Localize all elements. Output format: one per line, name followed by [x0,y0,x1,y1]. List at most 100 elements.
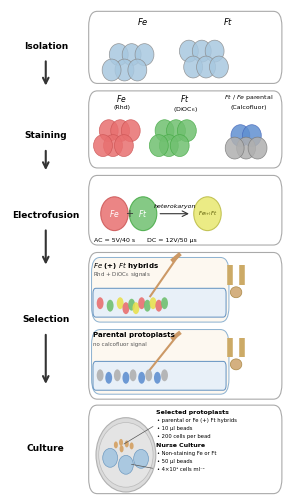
FancyBboxPatch shape [92,330,229,394]
Text: $\it{Ft}$: $\it{Ft}$ [138,208,148,219]
Circle shape [155,300,162,312]
Text: (Calcofluor): (Calcofluor) [231,105,267,110]
Ellipse shape [197,56,216,78]
Ellipse shape [121,120,140,142]
Ellipse shape [231,124,250,146]
Ellipse shape [118,456,133,474]
Circle shape [138,372,145,384]
Text: $\it{Fe}$ (+) $\it{Ft}$ hybrids: $\it{Fe}$ (+) $\it{Ft}$ hybrids [93,260,159,271]
FancyBboxPatch shape [89,176,282,245]
Ellipse shape [230,359,242,370]
Text: $\it{Ft}$: $\it{Ft}$ [223,16,233,28]
Ellipse shape [170,134,189,156]
Circle shape [154,372,161,384]
FancyBboxPatch shape [89,12,282,84]
Ellipse shape [237,137,255,159]
Ellipse shape [230,287,242,298]
Text: Parental protoplasts: Parental protoplasts [93,332,175,338]
Ellipse shape [109,44,128,66]
Ellipse shape [99,422,153,487]
Text: +: + [125,208,133,218]
FancyBboxPatch shape [92,258,229,322]
Circle shape [107,300,114,312]
Circle shape [138,297,145,309]
Ellipse shape [111,120,129,142]
Ellipse shape [155,120,174,142]
Circle shape [97,370,103,382]
Circle shape [129,442,134,450]
Ellipse shape [210,56,228,78]
Text: Staining: Staining [25,131,67,140]
Ellipse shape [179,40,198,62]
Ellipse shape [177,120,196,142]
Text: $\it{Fe}$: $\it{Fe}$ [137,16,149,28]
Circle shape [123,372,129,384]
Circle shape [132,302,139,314]
Text: Culture: Culture [27,444,65,454]
Ellipse shape [103,448,118,468]
FancyBboxPatch shape [89,252,282,399]
Text: • 200 cells per bead: • 200 cells per bead [158,434,211,439]
Circle shape [128,298,135,310]
Text: $\it{Fe}_{(+)}\it{Ft}$: $\it{Fe}_{(+)}\it{Ft}$ [198,210,217,218]
Ellipse shape [205,40,224,62]
Text: Nurse Culture: Nurse Culture [156,443,205,448]
Ellipse shape [96,418,156,492]
Ellipse shape [134,450,149,468]
Text: $\it{Ft}$ / $\it{Fe}$ parental: $\it{Ft}$ / $\it{Fe}$ parental [225,94,274,102]
Text: • 50 μl beads: • 50 μl beads [158,459,193,464]
FancyBboxPatch shape [89,91,282,168]
Text: Isolation: Isolation [24,42,68,50]
Ellipse shape [101,197,128,230]
Ellipse shape [160,134,178,156]
Ellipse shape [103,134,123,156]
Text: heterokaryon: heterokaryon [153,204,196,209]
Ellipse shape [184,56,203,78]
Ellipse shape [242,124,261,146]
Ellipse shape [166,120,186,142]
Circle shape [119,439,123,446]
Text: $\it{Ft}$: $\it{Ft}$ [181,94,190,104]
Ellipse shape [114,134,133,156]
Circle shape [145,370,152,382]
Circle shape [144,300,151,312]
Circle shape [161,370,168,382]
Ellipse shape [194,197,221,230]
Text: Selection: Selection [22,315,69,324]
Text: Rhd + DiOC$_6$ signals: Rhd + DiOC$_6$ signals [93,270,151,279]
Circle shape [161,297,168,309]
Ellipse shape [129,197,157,230]
Text: no calcofluor signal: no calcofluor signal [93,342,147,347]
Circle shape [97,297,103,309]
Circle shape [114,370,121,382]
Circle shape [129,370,136,382]
Text: • Non-staining Fe or Ft: • Non-staining Fe or Ft [158,451,217,456]
FancyBboxPatch shape [89,405,282,494]
Circle shape [117,297,124,309]
Circle shape [114,442,118,448]
Ellipse shape [94,134,112,156]
Circle shape [105,372,112,384]
FancyBboxPatch shape [93,288,226,317]
Circle shape [150,297,157,309]
Text: (DiOC$_6$): (DiOC$_6$) [173,105,198,114]
Ellipse shape [248,137,267,159]
Circle shape [123,302,129,314]
Text: $\it{Fe}$: $\it{Fe}$ [109,208,120,219]
Circle shape [120,446,124,452]
Text: • parental or Fe (+) Ft hybrids: • parental or Fe (+) Ft hybrids [158,418,237,423]
Text: DC = 12V/50 μs: DC = 12V/50 μs [147,238,197,242]
Text: • 10 μl beads: • 10 μl beads [158,426,193,431]
Ellipse shape [128,59,147,81]
Text: AC = 5V/40 s: AC = 5V/40 s [94,238,135,242]
Ellipse shape [225,137,244,159]
Ellipse shape [99,120,118,142]
FancyBboxPatch shape [93,362,226,390]
Ellipse shape [102,59,121,81]
Ellipse shape [115,59,134,81]
Circle shape [125,440,129,448]
Text: Selected protoplasts: Selected protoplasts [156,410,229,415]
Ellipse shape [122,44,141,66]
Text: $\it{Fe}$: $\it{Fe}$ [116,94,127,104]
Ellipse shape [192,40,211,62]
